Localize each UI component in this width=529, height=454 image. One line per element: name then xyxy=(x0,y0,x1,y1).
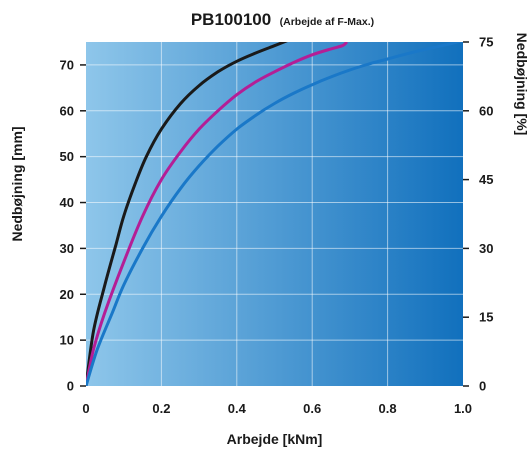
y-right-tick-label: 0 xyxy=(479,379,486,394)
y-right-tick-label: 60 xyxy=(479,103,493,118)
x-tick-label: 0 xyxy=(82,401,89,416)
axis-ticks: 0 0.2 0.4 0.6 0.8 1.0 0 10 20 30 40 50 60 70 0 15 30 45 60… xyxy=(60,35,494,417)
y-right-tick-label: 15 xyxy=(479,310,493,325)
y-right-tick-label: 45 xyxy=(479,172,493,187)
y-tick-label: 10 xyxy=(60,333,74,348)
x-tick-label: 0.2 xyxy=(152,401,170,416)
y-tick-label: 50 xyxy=(60,149,74,164)
x-tick-label: 0.6 xyxy=(303,401,321,416)
y-right-tick-label: 75 xyxy=(479,35,493,50)
y-tick-label: 60 xyxy=(60,103,74,118)
x-tick-label: 0.8 xyxy=(379,401,397,416)
y-tick-label: 70 xyxy=(60,57,74,72)
series-line-2 xyxy=(86,42,348,386)
series-lines xyxy=(86,42,463,386)
plot-area xyxy=(86,42,463,386)
y-tick-label: 40 xyxy=(60,195,74,210)
chart-title: PB100100 (Arbejde af F-Max.) xyxy=(191,10,374,29)
x-tick-label: 0.4 xyxy=(228,401,247,416)
y-axis-label: Nedbøjning [mm] xyxy=(9,126,25,241)
y-tick-label: 20 xyxy=(60,287,74,302)
x-tick-label: 1.0 xyxy=(454,401,472,416)
chart-title-subtitle: (Arbejde af F-Max.) xyxy=(280,16,375,28)
y-axis-right-label: Nedbøjning [%] xyxy=(514,33,529,136)
series-line-3 xyxy=(86,42,463,386)
chart-title-main: PB100100 xyxy=(191,10,271,29)
y-tick-label: 30 xyxy=(60,241,74,256)
series-line-1 xyxy=(86,42,288,386)
y-right-tick-label: 30 xyxy=(479,241,493,256)
x-axis-label: Arbejde [kNm] xyxy=(227,431,323,447)
y-tick-label: 0 xyxy=(67,379,74,394)
